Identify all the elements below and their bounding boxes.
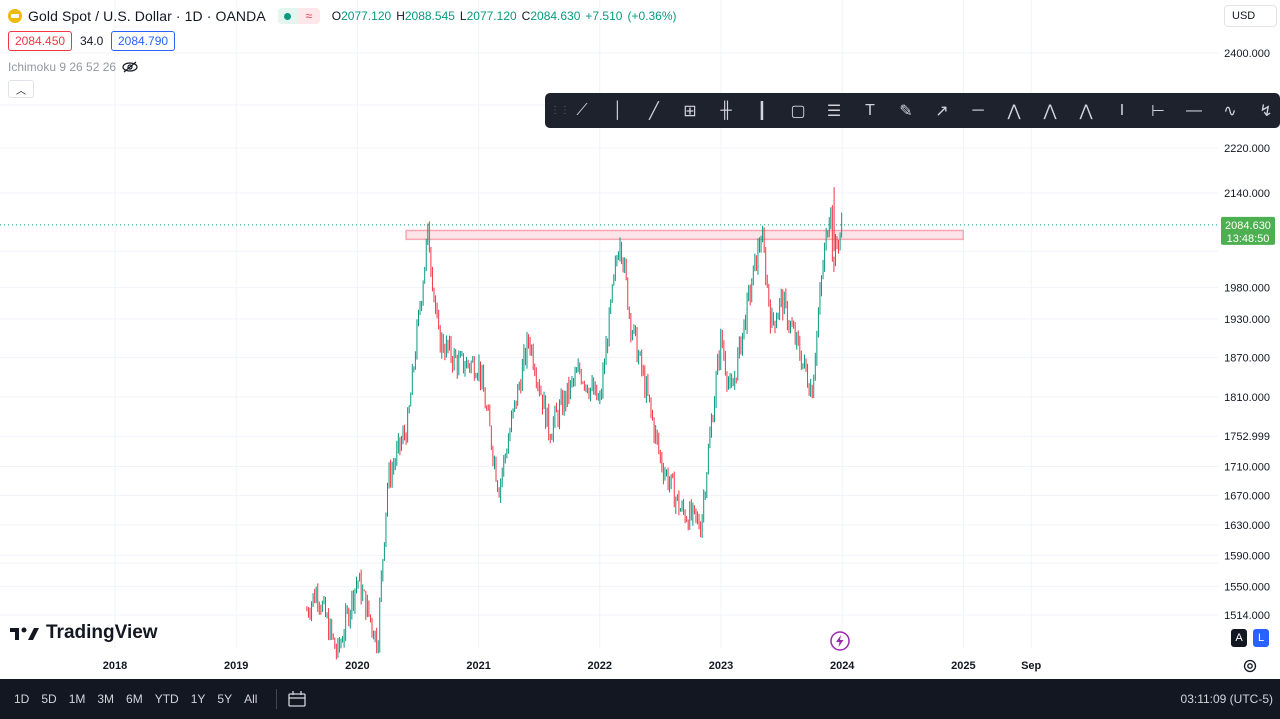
- x-tick-label: 2018: [103, 660, 127, 672]
- session-clock[interactable]: 03:11:09 (UTC-5): [1180, 692, 1273, 706]
- events-flash-icon[interactable]: [829, 630, 851, 652]
- y-tick-label: 1550.000: [1224, 581, 1270, 593]
- y-tick-label: 1630.000: [1224, 520, 1270, 532]
- drag-handle-icon[interactable]: ⋮⋮: [550, 105, 570, 116]
- chevron-up-icon: ︿: [16, 85, 26, 97]
- resistance-zone-rect: [405, 229, 964, 241]
- x-tick-label: 2023: [709, 660, 733, 672]
- timeframe-5y[interactable]: 5Y: [217, 692, 233, 706]
- pattern-15-icon[interactable]: ⋀: [1043, 102, 1057, 120]
- trend-line-tool-icon[interactable]: ⟋: [576, 101, 588, 119]
- hidden-eye-icon[interactable]: [122, 61, 138, 73]
- price-axis: 2400.000 2220.000 2140.000 1980.000 1930.000…: [1221, 48, 1275, 622]
- ohlc-high: H2088.545: [396, 9, 455, 23]
- y-tick-label: 2140.000: [1224, 188, 1270, 200]
- currency-select[interactable]: USD: [1224, 5, 1277, 27]
- horizontal-line-icon[interactable]: —: [1186, 101, 1202, 119]
- symbol-header: Gold Spot / U.S. Dollar · 1D · OANDA ≈ O…: [8, 6, 676, 26]
- candles: [306, 187, 843, 660]
- timeframe-3m[interactable]: 3M: [97, 692, 115, 706]
- symbol-title[interactable]: Gold Spot / U.S. Dollar · 1D · OANDA: [28, 8, 266, 24]
- settings-gear-icon[interactable]: [1242, 658, 1258, 674]
- x-tick-label: 2020: [345, 660, 369, 672]
- tradingview-logo: TradingView: [10, 622, 158, 644]
- text-tool-icon[interactable]: T: [865, 101, 875, 119]
- market-open-icon: [277, 8, 298, 24]
- rectangle-icon[interactable]: ▢: [790, 102, 806, 120]
- ray-icon[interactable]: ╱: [649, 102, 659, 120]
- market-status[interactable]: ≈: [277, 8, 320, 24]
- y-tick-label: 1980.000: [1224, 283, 1270, 295]
- crosshair-box-icon[interactable]: ⊞: [683, 102, 697, 120]
- pattern-ae-icon[interactable]: ⋀: [1007, 102, 1021, 120]
- brush-icon[interactable]: ✎: [899, 102, 913, 120]
- tradingview-mark-icon: [10, 627, 39, 640]
- y-tick-label: 1870.000: [1224, 352, 1270, 364]
- y-tick-label: 1590.000: [1224, 550, 1270, 562]
- y-tick-label: 1752.999: [1224, 431, 1270, 443]
- log-scale-button[interactable]: L: [1253, 629, 1269, 647]
- bars-pattern-icon[interactable]: ╫: [720, 101, 732, 119]
- data-delay-icon: ≈: [297, 8, 320, 24]
- timeframe-6m[interactable]: 6M: [126, 692, 143, 706]
- path-icon[interactable]: ∿: [1223, 102, 1237, 120]
- x-tick-label: 2019: [224, 660, 248, 672]
- timeframe-ytd[interactable]: YTD: [154, 692, 179, 706]
- ohlc-open: O2077.120: [331, 9, 392, 23]
- date-range-icon[interactable]: Ι: [1119, 101, 1125, 119]
- x-tick-label: Sep: [1021, 660, 1041, 672]
- bottom-bar: 1D 5D 1M 3M 6M YTD 1Y 5Y All 03:11:09 (UTC-5): [0, 679, 1280, 719]
- indicator-label: Ichimoku 9 26 52 26: [8, 60, 117, 74]
- time-axis: 2018 2019 2020 2021 2022 2023 2024 2025 Sep: [103, 660, 1042, 672]
- collapse-legend-button[interactable]: ︿: [8, 80, 34, 98]
- ohlc-values: O2077.120 H2088.545 L2077.120 C2084.630 …: [332, 9, 677, 23]
- ohlc-change-percent: (+0.36%): [627, 9, 677, 23]
- pattern-ac-icon[interactable]: ⋀: [1079, 102, 1093, 120]
- horizontal-point-icon[interactable]: ─: [972, 101, 984, 119]
- watermark-text: TradingView: [46, 622, 158, 643]
- date-range-picker-icon[interactable]: [287, 690, 307, 708]
- curve-icon[interactable]: ↯: [1259, 102, 1273, 120]
- y-tick-label: 2400.000: [1224, 48, 1270, 60]
- y-tick-label: 2220.000: [1224, 143, 1270, 155]
- bar-countdown: 13:48:50: [1227, 233, 1270, 245]
- x-tick-label: 2021: [466, 660, 490, 672]
- x-tick-label: 2022: [588, 660, 612, 672]
- buy-price-button[interactable]: 2084.790: [111, 31, 176, 51]
- price-range-icon[interactable]: ┃: [757, 102, 767, 120]
- timeframe-1d[interactable]: 1D: [14, 692, 30, 706]
- y-tick-label: 1930.000: [1224, 314, 1270, 326]
- chart-grid: [0, 0, 1218, 648]
- gold-coin-icon: [8, 9, 22, 23]
- ohlc-low: L2077.120: [459, 9, 517, 23]
- arrow-icon[interactable]: ↗: [935, 102, 949, 120]
- measure-icon[interactable]: ⊢: [1151, 102, 1165, 120]
- timeframe-5d[interactable]: 5D: [41, 692, 57, 706]
- sell-price-button[interactable]: 2084.450: [8, 31, 73, 51]
- fib-lines-icon[interactable]: ☰: [826, 102, 842, 120]
- y-tick-label: 1670.000: [1224, 490, 1270, 502]
- timeframe-1y[interactable]: 1Y: [190, 692, 206, 706]
- x-tick-label: 2025: [951, 660, 975, 672]
- resistance-zone: [405, 229, 964, 241]
- vertical-line-icon[interactable]: │: [613, 101, 623, 119]
- timeframe-1m[interactable]: 1M: [68, 692, 86, 706]
- currency-label: USD: [1232, 10, 1256, 22]
- auto-scale-button[interactable]: A: [1231, 629, 1247, 647]
- spread-value: 34.0: [80, 34, 104, 48]
- ohlc-change: +7.510: [585, 9, 623, 23]
- timeframe-all[interactable]: All: [244, 692, 258, 706]
- x-tick-label: 2024: [830, 660, 855, 672]
- y-tick-label: 1514.000: [1224, 610, 1270, 622]
- y-tick-label: 1710.000: [1224, 461, 1270, 473]
- last-price-value: 2084.630: [1225, 220, 1271, 232]
- drawing-toolbar: ⋮⋮ ⟋ │ ╱ ⊞ ╫ ┃ ▢ ☰ T ✎ ↗ ─ ⋀ ⋀ ⋀ Ι ⊢ — ∿ ↯: [545, 93, 1280, 128]
- ohlc-close: C2084.630: [521, 9, 581, 23]
- indicator-legend[interactable]: Ichimoku 9 26 52 26: [8, 60, 138, 74]
- y-tick-label: 1810.000: [1224, 392, 1270, 404]
